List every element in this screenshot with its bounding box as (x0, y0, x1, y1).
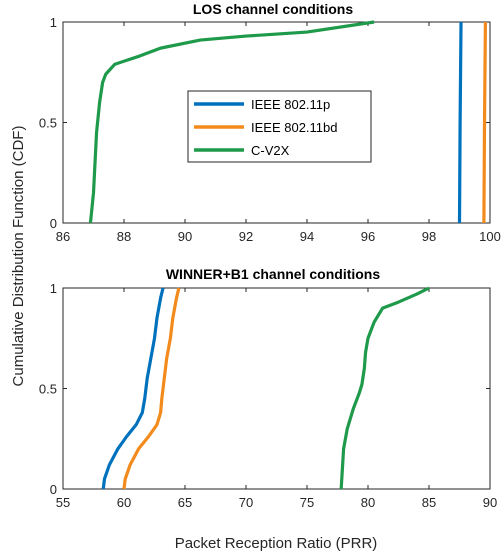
panel-los-title: LOS channel conditions (193, 1, 353, 17)
y-tick-label: 0.5 (39, 382, 57, 397)
x-tick-label: 94 (300, 229, 314, 244)
x-tick-label: 85 (422, 495, 436, 510)
x-tick-label: 90 (483, 495, 497, 510)
x-tick-label: 90 (178, 229, 192, 244)
x-tick-label: 75 (300, 495, 314, 510)
panel-winner-title: WINNER+B1 channel conditions (166, 266, 381, 282)
panel-los: LOS channel conditions 86 88 90 92 94 96 98 100… (39, 1, 501, 244)
legend-label-ieee-802-11bd: IEEE 802.11bd (251, 120, 338, 135)
x-tick-label: 80 (361, 495, 375, 510)
panel-winner: WINNER+B1 channel conditions 55 60 65 70 75 8… (39, 266, 497, 510)
y-tick-label: 0 (50, 482, 57, 497)
panel-winner-series (101, 286, 430, 490)
x-tick-label: 98 (422, 229, 436, 244)
panel-los-series (88, 20, 488, 224)
y-tick-label: 0.5 (39, 116, 57, 131)
y-tick-label: 0 (50, 216, 57, 231)
y-tick-label: 1 (50, 281, 57, 296)
x-axis-label: Packet Reception Ratio (PRR) (175, 535, 378, 552)
x-tick-label: 70 (239, 495, 253, 510)
series-line-c-v2x (88, 20, 375, 224)
panel-los-ticks: 86 88 90 92 94 96 98 100 0 0.5 1 (39, 15, 501, 244)
x-tick-label: 86 (56, 229, 70, 244)
legend: IEEE 802.11p IEEE 802.11bd C-V2X (187, 90, 372, 163)
x-tick-label: 60 (117, 495, 131, 510)
panel-winner-axes-box (62, 287, 491, 490)
y-tick-label: 1 (50, 15, 57, 30)
series-line-ieee-802-11bd (122, 287, 181, 490)
x-tick-label: 92 (239, 229, 253, 244)
x-tick-label: 65 (178, 495, 192, 510)
y-axis-label: Cumulative Distribution Function (CDF) (10, 126, 27, 387)
x-tick-label: 88 (117, 229, 131, 244)
legend-label-ieee-802-11p: IEEE 802.11p (251, 97, 330, 112)
series-line-ieee-802-11p (101, 287, 165, 490)
x-tick-label: 100 (479, 229, 501, 244)
x-tick-label: 55 (56, 495, 70, 510)
legend-label-c-v2x: C-V2X (251, 143, 290, 158)
series-line-c-v2x (339, 286, 430, 490)
series-line-ieee-802-11p (457, 21, 463, 224)
series-line-ieee-802-11bd (482, 21, 488, 224)
x-tick-label: 96 (361, 229, 375, 244)
panel-winner-ticks: 55 60 65 70 75 80 85 90 0 0.5 1 (39, 281, 497, 510)
